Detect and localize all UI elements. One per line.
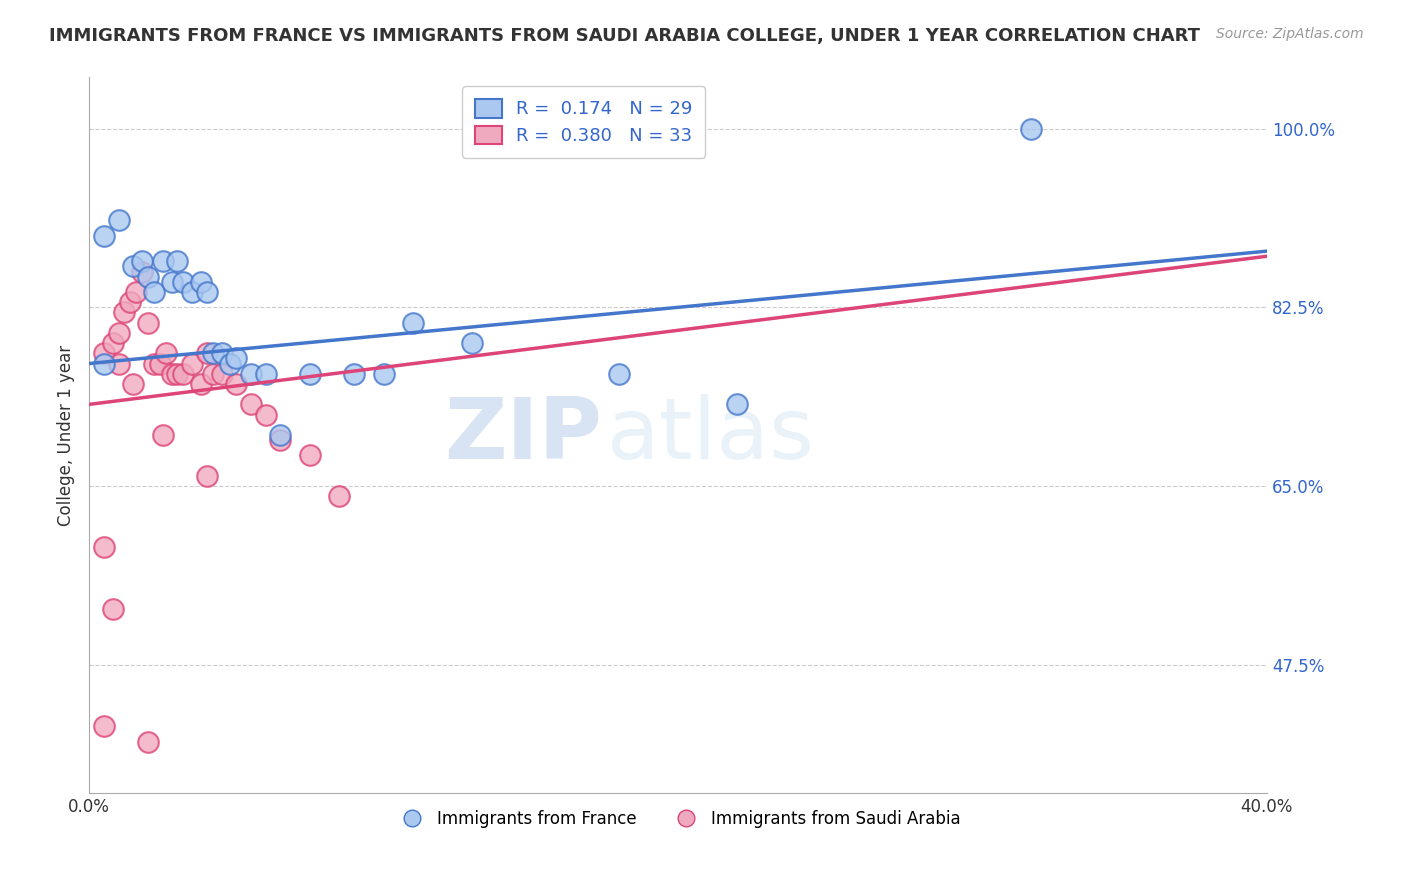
Point (136, 734, 159, 748)
Point (211, 346, 233, 360)
Point (131, 264, 153, 278)
Point (136, 316, 159, 330)
Point (93, 228, 115, 243)
Point (211, 367, 233, 381)
Point (343, 367, 366, 381)
Point (240, 367, 263, 381)
Text: Source: ZipAtlas.com: Source: ZipAtlas.com (1216, 27, 1364, 41)
Point (101, 601, 124, 615)
Point (122, 376, 145, 391)
Point (152, 428, 174, 442)
Point (107, 357, 129, 371)
Point (190, 275, 212, 289)
Point (461, 336, 484, 351)
Point (93, 541, 115, 555)
Point (125, 285, 148, 299)
Point (225, 376, 247, 391)
Point (195, 346, 218, 360)
Point (93, 357, 115, 371)
Point (160, 275, 183, 289)
Y-axis label: College, Under 1 year: College, Under 1 year (58, 344, 75, 525)
Point (136, 269, 159, 284)
Point (112, 305, 135, 319)
Point (181, 285, 204, 299)
Point (195, 285, 218, 299)
Text: IMMIGRANTS FROM FRANCE VS IMMIGRANTS FROM SAUDI ARABIA COLLEGE, UNDER 1 YEAR COR: IMMIGRANTS FROM FRANCE VS IMMIGRANTS FRO… (49, 27, 1201, 45)
Point (101, 336, 124, 351)
Point (107, 326, 129, 340)
Point (1021, 121, 1043, 136)
Point (269, 433, 291, 447)
Point (298, 367, 321, 381)
Legend: Immigrants from France, Immigrants from Saudi Arabia: Immigrants from France, Immigrants from … (388, 803, 967, 834)
Point (120, 295, 142, 310)
Point (152, 254, 174, 268)
Point (607, 367, 630, 381)
Point (122, 260, 145, 274)
Point (166, 367, 188, 381)
Point (269, 428, 291, 442)
Point (160, 367, 183, 381)
Point (142, 357, 165, 371)
Point (225, 351, 247, 366)
Point (131, 254, 153, 268)
Point (172, 367, 194, 381)
Point (201, 346, 224, 360)
Point (254, 408, 277, 422)
Point (93, 719, 115, 733)
Point (142, 285, 165, 299)
Point (181, 357, 204, 371)
Point (155, 346, 177, 360)
Point (402, 316, 425, 330)
Point (240, 397, 263, 411)
Point (725, 397, 748, 411)
Point (373, 367, 395, 381)
Point (298, 449, 321, 463)
Point (190, 376, 212, 391)
Text: atlas: atlas (607, 393, 815, 476)
Point (201, 367, 224, 381)
Point (219, 357, 242, 371)
Point (149, 357, 172, 371)
Point (195, 469, 218, 483)
Point (172, 275, 194, 289)
Point (93, 346, 115, 360)
Point (328, 489, 350, 503)
Point (166, 254, 188, 268)
Text: ZIP: ZIP (444, 393, 602, 476)
Point (254, 367, 277, 381)
Point (107, 213, 129, 227)
